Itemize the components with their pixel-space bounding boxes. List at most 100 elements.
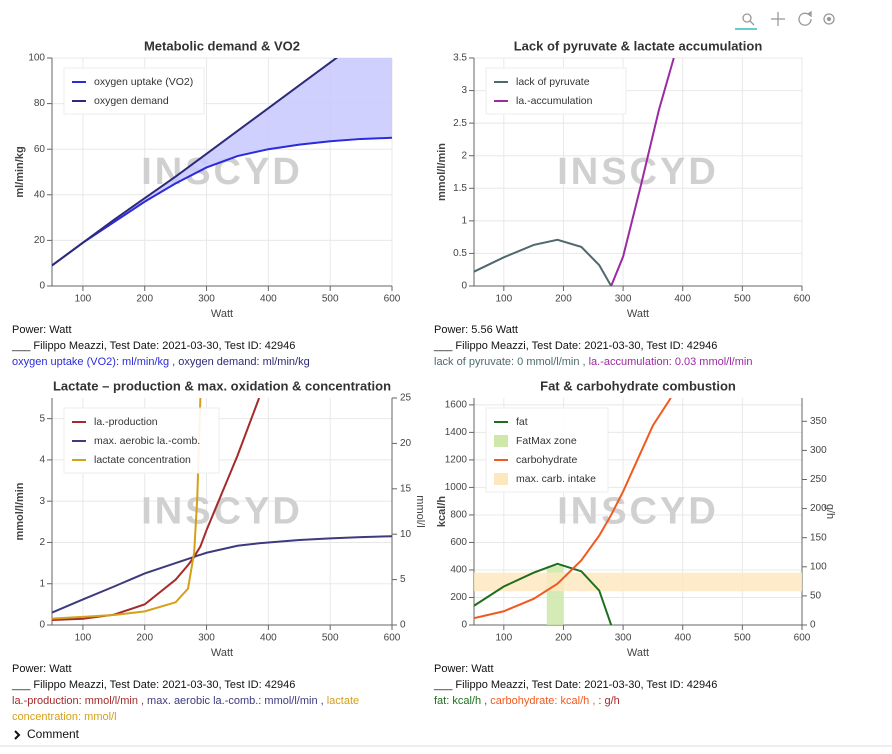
x-tick-label: 500	[734, 294, 751, 305]
chart-title: Metabolic demand & VO2	[144, 38, 300, 53]
x-tick-label: 300	[198, 633, 215, 644]
x-tick-label: 500	[322, 633, 339, 644]
x-tick-label: 300	[615, 633, 632, 644]
watermark: INSCYD	[557, 151, 719, 193]
x-tick-label: 100	[75, 294, 92, 305]
y2-tick-label: 250	[810, 474, 827, 485]
legend-label: la.-accumulation	[516, 95, 593, 107]
test-info: ___ Filippo Meazzi, Test Date: 2021-03-3…	[434, 340, 718, 352]
y-tick-label: 1.5	[453, 183, 467, 194]
comment-toggle[interactable]: Comment	[27, 727, 80, 741]
legend-label: carbohydrate	[516, 454, 577, 466]
y2-tick-label: 0	[400, 620, 406, 631]
readout: la.-production: mmol/l/min , max. aerobic…	[12, 693, 392, 725]
y-tick-label: 0	[39, 620, 45, 631]
x-tick-label: 100	[75, 633, 92, 644]
legend-label: max. aerobic la.-comb.	[94, 435, 200, 447]
chart-title: Lack of pyruvate & lactate accumulation	[514, 38, 763, 53]
readout-item: carbohydrate: kcal/h ,	[490, 695, 596, 707]
x-tick-label: 600	[794, 294, 811, 305]
readout-item: la.-accumulation: 0.03 mmol/l/min	[588, 356, 753, 368]
x-tick-label: 300	[198, 294, 215, 305]
y-tick-label: 2.5	[453, 118, 467, 129]
y2-tick-label: 350	[810, 416, 827, 427]
x-axis-label: Watt	[627, 647, 649, 659]
readout: oxygen uptake (VO2): ml/min/kg , oxygen d…	[12, 354, 392, 370]
power-readout: Power: Watt	[434, 663, 494, 675]
x-tick-label: 400	[674, 633, 691, 644]
legend-label: lack of pyruvate	[516, 76, 590, 88]
y-tick-label: 3	[461, 85, 467, 96]
legend-label: lactate concentration	[94, 454, 191, 466]
x-axis-label: Watt	[627, 308, 649, 320]
series-line	[52, 398, 202, 620]
y2-tick-label: 25	[400, 393, 412, 404]
y2-tick-label: 15	[400, 483, 412, 494]
y-tick-label: 1	[461, 215, 467, 226]
power-readout: Power: Watt	[12, 324, 72, 336]
legend-label: max. carb. intake	[516, 473, 596, 485]
y-axis-label: mmol/l/min	[14, 482, 26, 540]
y-axis-label: kcal/h	[436, 496, 448, 527]
y2-tick-label: 300	[810, 445, 827, 456]
y-tick-label: 0	[461, 281, 467, 292]
y2-tick-label: 10	[400, 529, 412, 540]
legend-label: la.-production	[94, 416, 158, 428]
chart-title: Lactate – production & max. oxidation & …	[53, 378, 391, 393]
x-tick-label: 100	[495, 294, 512, 305]
chevron[interactable]	[14, 730, 21, 740]
y2-tick-label: 100	[810, 561, 827, 572]
plot	[52, 58, 392, 267]
y-tick-label: 40	[34, 189, 46, 200]
y-tick-label: 100	[28, 53, 45, 64]
x-tick-label: 600	[384, 633, 401, 644]
test-info: ___ Filippo Meazzi, Test Date: 2021-03-3…	[434, 679, 718, 691]
test-info: ___ Filippo Meazzi, Test Date: 2021-03-3…	[12, 340, 296, 352]
y-tick-label: 60	[34, 144, 46, 155]
x-tick-label: 200	[555, 294, 572, 305]
readout-item: oxygen demand: ml/min/kg	[178, 356, 310, 368]
plot	[52, 398, 392, 622]
y-tick-label: 4	[39, 455, 45, 466]
legend-box	[63, 67, 205, 115]
readout-item: fat: kcal/h ,	[434, 695, 488, 707]
y-tick-label: 1600	[445, 400, 468, 411]
readout: fat: kcal/h , carbohydrate: kcal/h ,: g/h	[434, 693, 802, 709]
readout-item: max. aerobic la.-comb.: mmol/l/min ,	[147, 695, 324, 707]
series-line	[52, 58, 339, 267]
series-line	[474, 562, 613, 625]
y-tick-label: 1000	[445, 482, 468, 493]
x-tick-label: 400	[260, 633, 277, 644]
y2-tick-label: 0	[810, 620, 816, 631]
x-tick-label: 500	[734, 633, 751, 644]
y-tick-label: 3	[39, 496, 45, 507]
x-tick-label: 600	[384, 294, 401, 305]
x-tick-label: 300	[615, 294, 632, 305]
y-tick-label: 200	[450, 592, 467, 603]
y-tick-label: 600	[450, 537, 467, 548]
y-tick-label: 800	[450, 510, 467, 521]
series-line	[52, 136, 392, 267]
band	[474, 572, 802, 592]
y-tick-label: 1400	[445, 427, 468, 438]
y-tick-label: 400	[450, 565, 467, 576]
x-tick-label: 200	[136, 633, 153, 644]
toolbar[interactable]	[735, 10, 835, 30]
y2-axis-label: mmol/l	[414, 495, 426, 527]
x-tick-label: 400	[674, 294, 691, 305]
y-tick-label: 0	[461, 620, 467, 631]
y-axis-label: ml/min/kg	[14, 146, 26, 197]
y-tick-label: 80	[34, 98, 46, 109]
readout-item: : g/h	[598, 695, 620, 707]
readout-item: la.-production: mmol/l/min ,	[12, 695, 145, 707]
y-tick-label: 1	[39, 578, 45, 589]
readout: lack of pyruvate: 0 mmol/l/min , la.-accu…	[434, 354, 802, 370]
x-axis-label: Watt	[211, 308, 233, 320]
y-axis-label: mmol/l/min	[436, 143, 448, 201]
fill-between	[52, 58, 392, 266]
readout-item: lack of pyruvate: 0 mmol/l/min ,	[434, 356, 586, 368]
y-tick-label: 0	[39, 281, 45, 292]
y-tick-label: 20	[34, 235, 46, 246]
x-tick-label: 600	[794, 633, 811, 644]
